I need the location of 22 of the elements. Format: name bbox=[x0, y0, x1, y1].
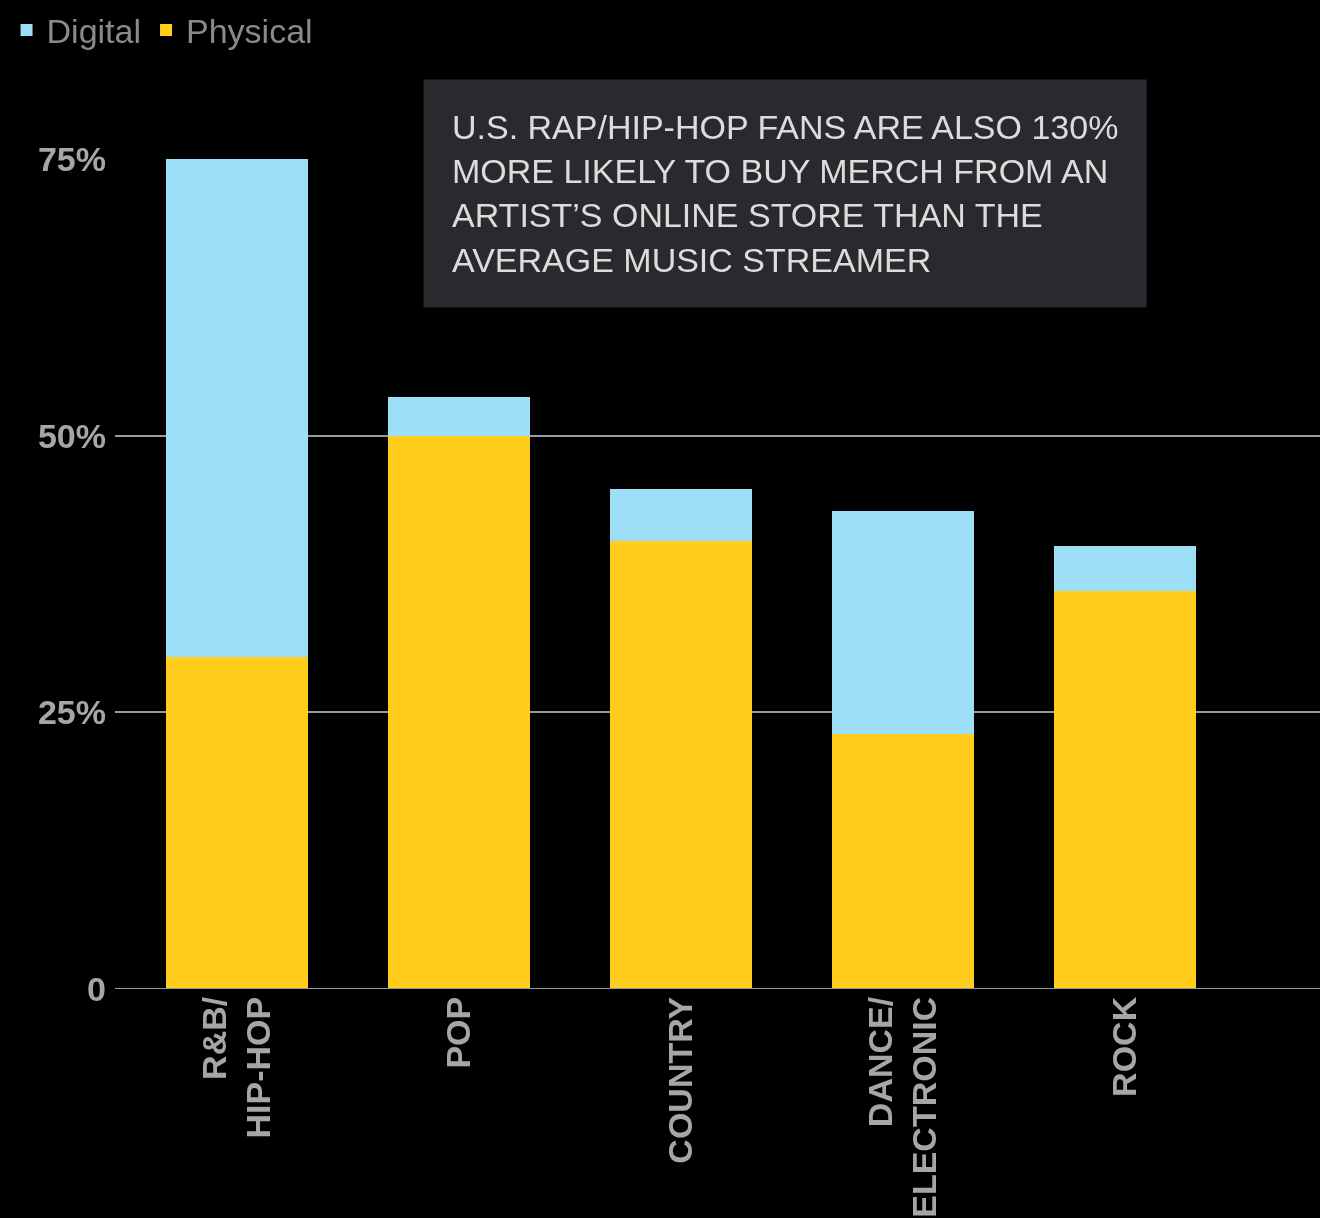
bar bbox=[609, 488, 752, 541]
annotation: U.S. RAP/HIP-HOP FANS ARE ALSO 130% MORE LIKELY TO BUY MERCH FROM AN ARTIST’S ONLINE STORE THAN THE AVERAGE MUSIC STREAMER bbox=[452, 108, 1119, 279]
bar bbox=[1053, 590, 1196, 989]
y-tick-label: 50% bbox=[37, 416, 106, 455]
legend-label: Physical bbox=[186, 12, 313, 51]
x-tick-label: R&B/ HIP-HOP bbox=[195, 996, 278, 1139]
bar bbox=[166, 159, 309, 657]
y-tick-label: 0 bbox=[87, 969, 106, 1008]
x-tick-label: COUNTRY bbox=[660, 996, 699, 1164]
y-tick-label: 75% bbox=[37, 139, 106, 178]
bar bbox=[609, 540, 752, 989]
bar bbox=[831, 734, 974, 989]
x-tick-label: ROCK bbox=[1104, 996, 1143, 1097]
y-tick-label: 25% bbox=[37, 693, 106, 732]
x-tick-label: DANCE/ ELECTRONIC bbox=[860, 996, 943, 1218]
legend-label: Digital bbox=[46, 12, 142, 51]
bar bbox=[831, 510, 974, 735]
bar bbox=[387, 435, 530, 989]
bar bbox=[166, 657, 309, 989]
x-tick-label: POP bbox=[439, 996, 478, 1069]
bar bbox=[387, 396, 530, 436]
bar bbox=[1053, 546, 1196, 591]
